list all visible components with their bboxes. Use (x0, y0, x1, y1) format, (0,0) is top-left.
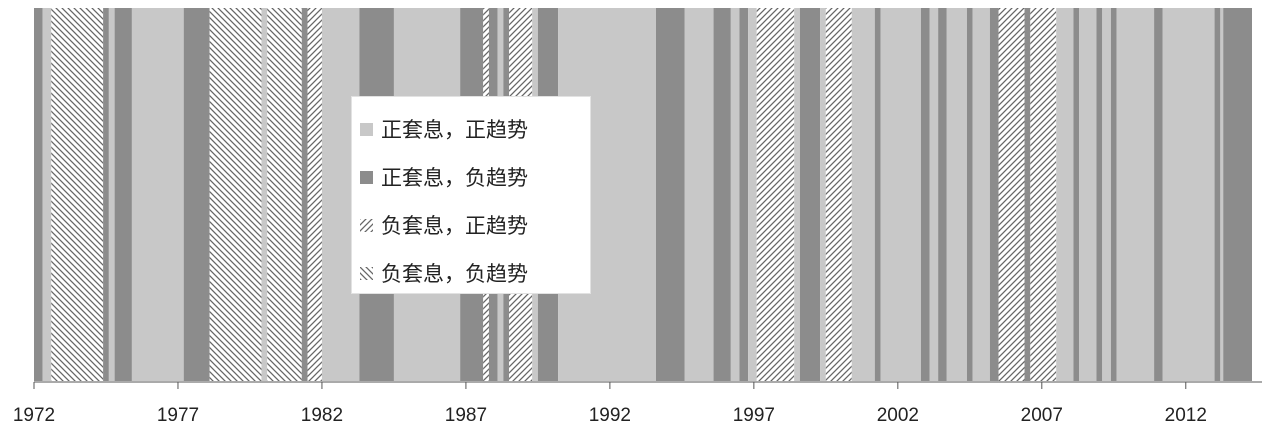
regime-band-pos-carry-pos-trend (684, 8, 714, 381)
regime-band-pos-carry-neg-trend (920, 8, 930, 381)
regime-band-pos-carry-pos-trend (748, 8, 757, 381)
regime-band-pos-carry-neg-trend (1073, 8, 1080, 381)
regime-band-pos-carry-neg-trend (966, 8, 973, 381)
regime-band-pos-carry-pos-trend (794, 8, 800, 381)
regime-band-pos-carry-neg-trend (1223, 8, 1252, 381)
regime-band-pos-carry-neg-trend (799, 8, 821, 381)
regime-band-pos-carry-neg-trend (655, 8, 685, 381)
regime-band-pos-carry-neg-trend (183, 8, 210, 381)
regime-bands (34, 8, 1252, 381)
x-tick-label: 2012 (1165, 405, 1207, 426)
legend: 正套息，正趋势 正套息，负趋势 负套息，正趋势 负套息，负趋势 (351, 96, 591, 294)
regime-band-pos-carry-pos-trend (42, 8, 52, 381)
regime-band-neg-carry-neg-trend (209, 8, 262, 381)
regime-band-pos-carry-neg-trend (938, 8, 947, 381)
legend-item-pos-carry-pos-trend: 正套息，正趋势 (360, 105, 590, 153)
x-tick-label: 1992 (589, 405, 631, 426)
regime-band-pos-carry-neg-trend (1110, 8, 1117, 381)
legend-label: 负套息，负趋势 (381, 262, 528, 286)
x-tick-label: 2002 (877, 405, 919, 426)
legend-swatch-hatch-back (360, 266, 373, 280)
regime-band-neg-carry-pos-trend (998, 8, 1025, 381)
regime-band-pos-carry-pos-trend (946, 8, 967, 381)
legend-label: 正套息，负趋势 (381, 166, 528, 190)
regime-band-neg-carry-pos-trend (825, 8, 852, 381)
x-axis: 1972 1977 1982 1987 1992 1997 2002 2007 2012 (13, 381, 1262, 426)
regime-band-pos-carry-pos-trend (820, 8, 826, 381)
regime-band-pos-carry-pos-trend (1116, 8, 1155, 381)
regime-band-neg-carry-neg-trend (51, 8, 104, 381)
regime-band-pos-carry-neg-trend (34, 8, 43, 381)
regime-band-pos-carry-pos-trend (1162, 8, 1215, 381)
regime-band-pos-carry-pos-trend (851, 8, 875, 381)
regime-band-pos-carry-pos-trend (1056, 8, 1074, 381)
regime-band-pos-carry-neg-trend (1214, 8, 1221, 381)
legend-item-neg-carry-neg-trend: 负套息，负趋势 (360, 249, 590, 297)
x-tick-label: 1997 (733, 405, 775, 426)
regime-band-neg-carry-neg-trend (267, 8, 302, 381)
regime-band-pos-carry-neg-trend (713, 8, 731, 381)
regime-band-pos-carry-neg-trend (1096, 8, 1103, 381)
legend-swatch-hatch-forward (360, 218, 373, 232)
regime-band-pos-carry-pos-trend (131, 8, 184, 381)
legend-swatch-solid-dark (360, 170, 373, 184)
regime-band-pos-carry-pos-trend (108, 8, 115, 381)
regime-band-neg-carry-pos-trend (1030, 8, 1057, 381)
legend-item-pos-carry-neg-trend: 正套息，负趋势 (360, 153, 590, 201)
legend-label: 负套息，正趋势 (381, 214, 528, 238)
x-tick-label: 1977 (157, 405, 199, 426)
regime-band-pos-carry-pos-trend (929, 8, 939, 381)
x-tick-label: 1982 (301, 405, 343, 426)
x-tick-label: 1987 (445, 405, 487, 426)
regime-band-pos-carry-neg-trend (989, 8, 999, 381)
regime-band-pos-carry-neg-trend (1024, 8, 1031, 381)
legend-label: 正套息，正趋势 (381, 118, 528, 142)
regime-band-pos-carry-neg-trend (739, 8, 749, 381)
regime-band-pos-carry-neg-trend (114, 8, 132, 381)
regime-band-pos-carry-neg-trend (874, 8, 881, 381)
x-tick-label: 1972 (13, 405, 55, 426)
regime-band-pos-carry-neg-trend (103, 8, 109, 381)
regime-band-pos-carry-pos-trend (1220, 8, 1224, 381)
regime-band-pos-carry-pos-trend (1102, 8, 1111, 381)
regime-band-pos-carry-pos-trend (972, 8, 990, 381)
regime-band-pos-carry-pos-trend (880, 8, 921, 381)
regime-band-pos-carry-neg-trend (1154, 8, 1163, 381)
regime-band-pos-carry-pos-trend (261, 8, 268, 381)
regime-band-pos-carry-pos-trend (730, 8, 740, 381)
regime-band-neg-carry-pos-trend (756, 8, 795, 381)
regime-band-pos-carry-neg-trend (301, 8, 308, 381)
regime-band-neg-carry-pos-trend (307, 8, 322, 381)
x-tick-label: 2007 (1021, 405, 1063, 426)
legend-swatch-solid-light (360, 122, 373, 136)
legend-item-neg-carry-pos-trend: 负套息，正趋势 (360, 201, 590, 249)
regime-band-pos-carry-pos-trend (1079, 8, 1097, 381)
